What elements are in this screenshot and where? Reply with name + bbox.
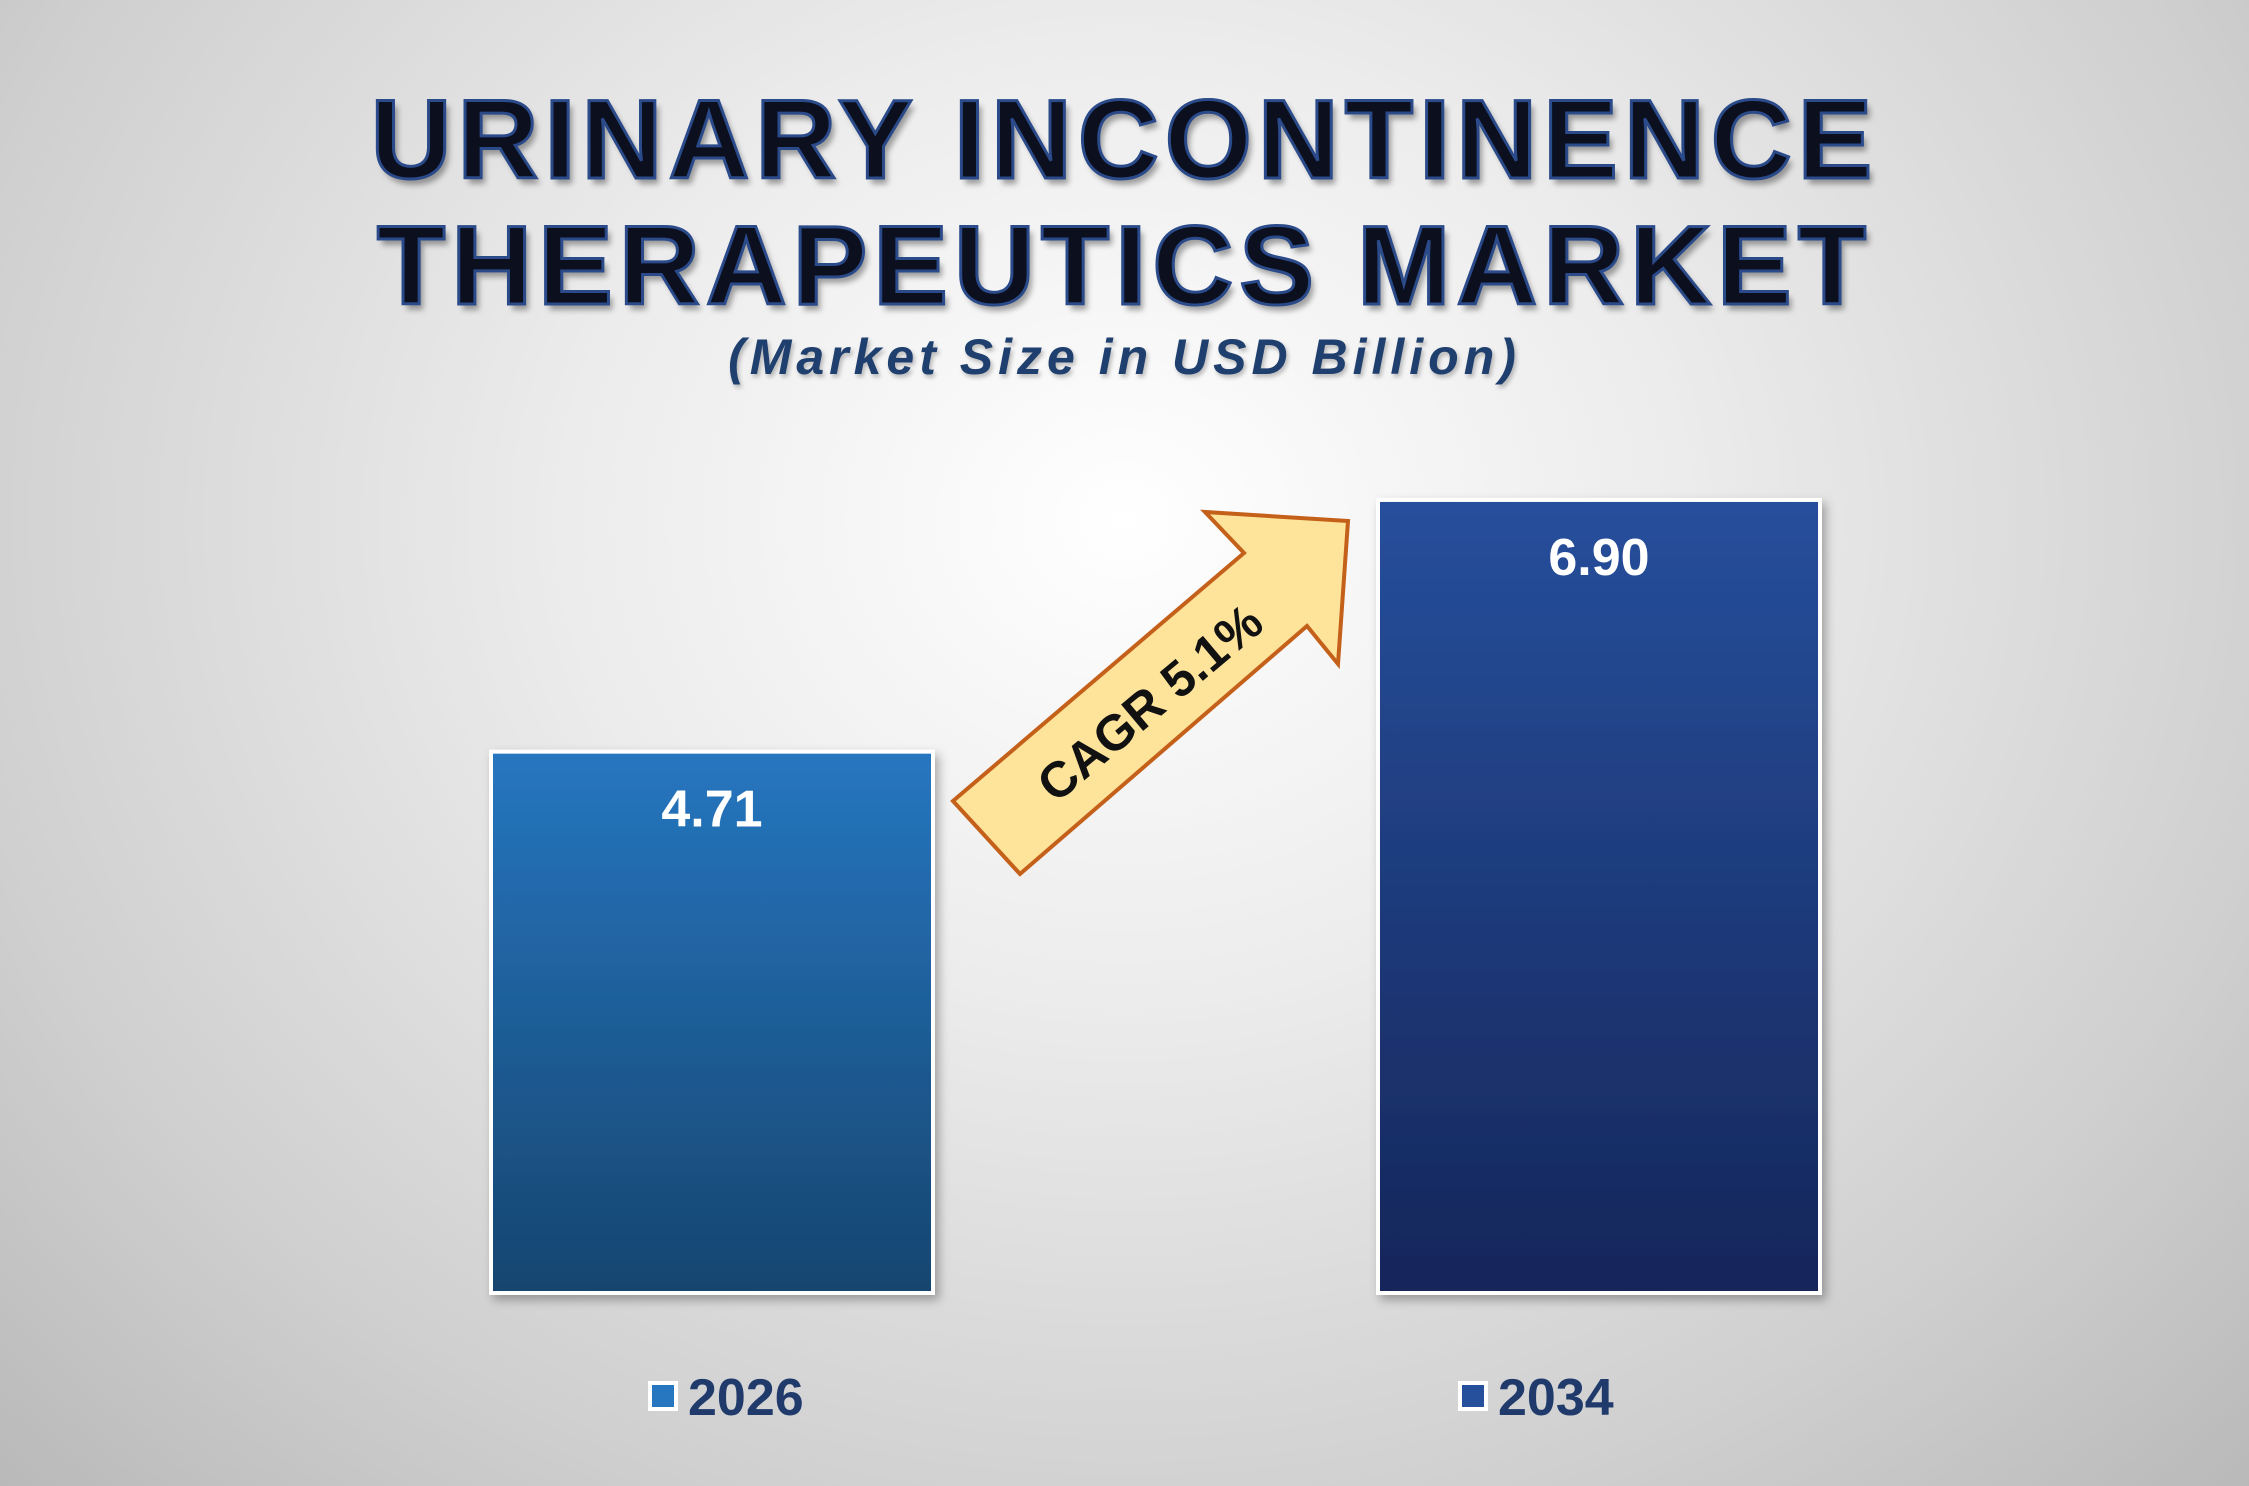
bar-2034 — [1376, 497, 1822, 1295]
bar-2026 — [489, 749, 935, 1295]
legend-item-2034: 2034 — [1458, 1369, 1614, 1427]
legend-swatch-2026 — [648, 1381, 678, 1411]
legend-label-2026: 2026 — [688, 1369, 804, 1427]
legend-swatch-2034 — [1458, 1381, 1488, 1411]
chart-title-line-2: THERAPEUTICS MARKET — [375, 203, 1873, 328]
legend-label-2034: 2034 — [1498, 1369, 1614, 1427]
data-label-2026: 4.71 — [661, 781, 762, 839]
cagr-arrow-shape — [950, 509, 1351, 877]
chart-subtitle: (Market Size in USD Billion) — [728, 329, 1521, 385]
data-label-2034: 6.90 — [1548, 529, 1649, 587]
chart-title-line-1: URINARY INCONTINENCE — [369, 77, 1879, 202]
cagr-arrow: CAGR 5.1% — [950, 509, 1351, 877]
legend-item-2026: 2026 — [648, 1369, 804, 1427]
cagr-label: CAGR 5.1% — [1027, 593, 1274, 813]
